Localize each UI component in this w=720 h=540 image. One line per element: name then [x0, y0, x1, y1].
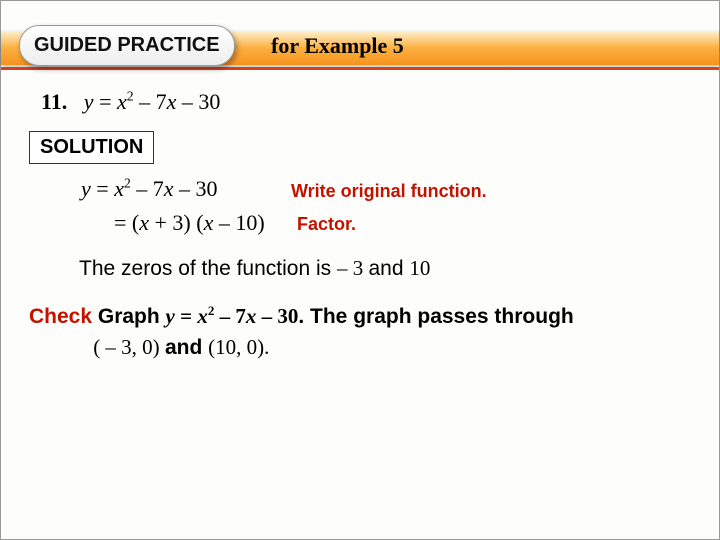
annotation-factor: Factor.	[297, 214, 356, 235]
var-x: x	[164, 176, 174, 201]
header-divider	[1, 67, 719, 70]
exponent: 2	[127, 89, 134, 104]
result-text: and	[368, 257, 409, 280]
var-x: x	[197, 304, 208, 328]
example-title: for Example 5	[271, 33, 404, 59]
eq-sign: =	[91, 176, 114, 201]
check-follow-text: . The graph passes through	[298, 305, 573, 328]
var-y: y	[84, 89, 94, 114]
result-text: The zeros of the function is	[79, 257, 337, 280]
var-x: x	[139, 210, 149, 235]
var-x: x	[246, 304, 257, 328]
result-line: The zeros of the function is – 3 and 10	[79, 256, 430, 281]
question-line: 11. y = x2 – 7x – 30	[41, 89, 220, 115]
question-number: 11.	[41, 89, 67, 114]
term: – 10)	[213, 210, 264, 235]
term: = (	[114, 210, 139, 235]
eq-sign: =	[175, 304, 197, 328]
result-value: 10	[409, 256, 430, 280]
var-x: x	[167, 89, 177, 114]
solution-line-1: y = x2 – 7x – 30	[81, 176, 218, 202]
var-x: x	[204, 210, 214, 235]
annotation-write-original: Write original function.	[291, 181, 487, 202]
check-block: Check Graph y = x2 – 7x – 30. The graph …	[29, 301, 689, 364]
term: – 7	[214, 304, 246, 328]
eq-sign: =	[94, 89, 117, 114]
term: + 3) (	[149, 210, 204, 235]
check-point: ( – 3, 0)	[93, 335, 165, 359]
term: – 30	[176, 89, 220, 114]
var-x: x	[114, 176, 124, 201]
check-graph-word: Graph	[92, 305, 166, 328]
check-label: Check	[29, 305, 92, 328]
solution-label: SOLUTION	[29, 131, 154, 164]
exponent: 2	[124, 176, 131, 191]
var-x: x	[117, 89, 127, 114]
var-y: y	[166, 304, 175, 328]
result-value: – 3	[337, 256, 369, 280]
guided-practice-badge: GUIDED PRACTICE	[19, 25, 235, 66]
var-y: y	[81, 176, 91, 201]
term: – 30	[174, 176, 218, 201]
check-point: (10, 0).	[208, 335, 269, 359]
term: – 30	[256, 304, 298, 328]
term: – 7	[134, 89, 167, 114]
term: – 7	[131, 176, 164, 201]
check-and: and	[165, 336, 208, 359]
solution-line-2: = (x + 3) (x – 10)	[114, 210, 265, 236]
